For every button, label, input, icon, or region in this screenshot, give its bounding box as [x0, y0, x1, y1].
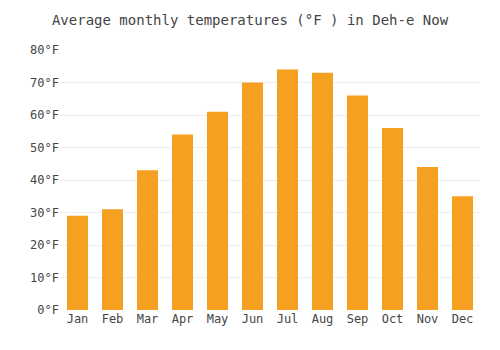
svg-text:Average monthly temperatures (: Average monthly temperatures (°F ) in De… — [52, 12, 449, 28]
svg-text:60°F: 60°F — [30, 108, 59, 122]
svg-text:Feb: Feb — [102, 312, 124, 326]
svg-text:Mar: Mar — [137, 312, 159, 326]
svg-text:May: May — [207, 312, 229, 326]
svg-text:Oct: Oct — [382, 312, 404, 326]
svg-text:30°F: 30°F — [30, 206, 59, 220]
svg-text:Jul: Jul — [277, 312, 299, 326]
svg-text:Apr: Apr — [172, 312, 194, 326]
svg-text:10°F: 10°F — [30, 271, 59, 285]
svg-text:Nov: Nov — [417, 312, 439, 326]
svg-text:50°F: 50°F — [30, 141, 59, 155]
svg-text:Aug: Aug — [312, 312, 334, 326]
svg-text:80°F: 80°F — [30, 43, 59, 57]
svg-text:Sep: Sep — [347, 312, 369, 326]
svg-text:70°F: 70°F — [30, 76, 59, 90]
svg-text:Dec: Dec — [452, 312, 474, 326]
svg-text:Jan: Jan — [67, 312, 89, 326]
svg-text:20°F: 20°F — [30, 238, 59, 252]
svg-text:Jun: Jun — [242, 312, 264, 326]
svg-text:40°F: 40°F — [30, 173, 59, 187]
svg-text:0°F: 0°F — [37, 303, 59, 317]
